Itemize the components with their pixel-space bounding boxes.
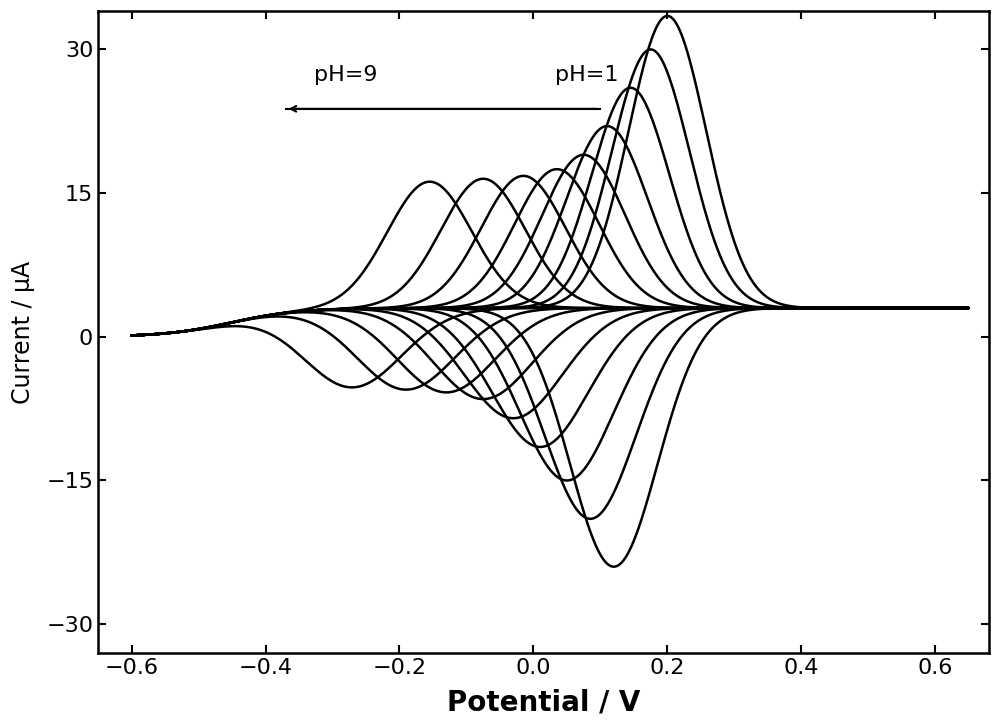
Y-axis label: Current / μA: Current / μA: [11, 261, 35, 403]
Text: pH=9: pH=9: [314, 65, 378, 85]
Text: pH=1: pH=1: [555, 65, 619, 85]
X-axis label: Potential / V: Potential / V: [447, 689, 640, 717]
